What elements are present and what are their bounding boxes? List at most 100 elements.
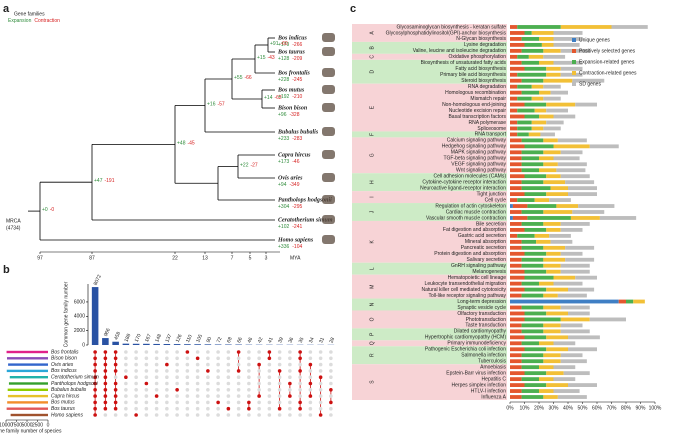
bar-segment [524, 371, 547, 376]
matrix-dot [175, 375, 179, 380]
matrix-dot [165, 375, 169, 380]
bar-segment [521, 150, 544, 155]
bar-segment [510, 204, 513, 208]
matrix-dot [298, 350, 302, 354]
set-name: Pantholops hodgsoni [51, 381, 99, 387]
x-tick-label: 30% [548, 405, 559, 411]
legend-swatch [572, 82, 576, 86]
bar-segment [543, 138, 558, 143]
matrix-dot [318, 369, 323, 373]
node-change: +22 -27 [240, 163, 258, 169]
group-label: D [369, 70, 375, 74]
time-tick-label: 22 [172, 255, 178, 261]
bar-label: 68 [226, 336, 234, 344]
matrix-dot [93, 388, 97, 392]
bar-segment [510, 251, 525, 256]
bar-segment [618, 299, 626, 304]
legend-swatch [572, 38, 576, 42]
bar-segment [521, 389, 539, 393]
gain: +192 [278, 94, 289, 100]
bar-segment [543, 353, 561, 358]
category-label: RNA polymerase [468, 120, 506, 126]
matrix-dot [124, 406, 128, 411]
panel-label: c [350, 3, 356, 15]
matrix-dot [134, 350, 138, 354]
group-label: F [369, 133, 375, 136]
bar-segment [521, 257, 544, 262]
bar-segment [560, 263, 590, 268]
bar-segment [560, 150, 583, 155]
bar-segment [578, 204, 615, 208]
bar-segment [568, 186, 597, 191]
set-axis-label: Gene family number of species [0, 428, 62, 434]
group-band [352, 59, 507, 84]
matrix-dot [308, 394, 313, 398]
matrix-dot [165, 406, 169, 411]
bar-segment [521, 305, 544, 310]
gain: +15 [257, 55, 266, 61]
species-icon [322, 103, 335, 112]
matrix-dot [134, 413, 138, 417]
matrix-dot [288, 413, 292, 417]
bar-segment [510, 186, 522, 191]
matrix-dot [257, 369, 261, 373]
bar-segment [543, 54, 566, 59]
bar-segment [560, 323, 583, 328]
matrix-dot [226, 388, 231, 392]
bar-segment [539, 114, 554, 119]
bar-segment [524, 66, 547, 71]
legend-swatch [572, 60, 576, 64]
category-label: Mismatch repair [470, 96, 506, 102]
bar-segment [546, 287, 568, 292]
bar-segment [510, 126, 518, 131]
bar-segment [521, 323, 544, 328]
bar-segment [510, 275, 525, 280]
bar-segment [543, 48, 561, 53]
bar-label: 41 [267, 336, 275, 344]
matrix-dot [247, 406, 251, 411]
category-label: Mineral absorption [465, 239, 506, 245]
tree-legend-title: Gene families [14, 11, 45, 17]
set-name: Ovis aries [51, 362, 74, 368]
bar-segment [510, 222, 522, 226]
matrix-dot [216, 356, 220, 361]
bar-segment [517, 72, 547, 77]
mrca: MRCA [6, 218, 21, 224]
x-tick-label: 10% [519, 405, 530, 411]
bar-segment [510, 150, 522, 155]
matrix-dot [236, 388, 241, 392]
category-label: Regulation of actin cytoskeleton [435, 203, 506, 209]
bar-segment [510, 227, 525, 232]
matrix-dot [185, 413, 190, 417]
species-icon [322, 173, 335, 182]
bar-segment [510, 168, 522, 173]
bar-segment [553, 37, 583, 41]
bar-segment [560, 353, 583, 358]
matrix-dot [267, 369, 272, 373]
gain: +48 [177, 141, 186, 147]
group-label: B [369, 46, 375, 50]
matrix-dot [288, 400, 292, 405]
matrix-dot [93, 400, 97, 405]
bar-segment [521, 162, 544, 167]
time-tick-label: 5 [249, 255, 252, 261]
bar-segment [549, 198, 571, 202]
matrix-dot [329, 388, 333, 392]
category-label: VEGF signaling pathway [451, 162, 506, 168]
matrix-dot [124, 350, 128, 354]
matrix-dot [195, 350, 200, 354]
bar-label: 34 [308, 336, 316, 344]
bar-segment [510, 72, 518, 77]
matrix-dot [308, 413, 313, 417]
bar-label: 167 [144, 333, 153, 343]
matrix-dot [185, 375, 190, 380]
matrix-dot [247, 394, 251, 398]
category-label: Herpes simplex infection [452, 382, 507, 388]
group-label: N [369, 302, 375, 306]
bar-segment [524, 102, 547, 107]
bar-segment [546, 108, 568, 113]
bar-label: 66 [236, 336, 244, 344]
matrix-dot [226, 400, 231, 405]
bar-segment [521, 293, 544, 298]
bar-segment [531, 96, 544, 101]
